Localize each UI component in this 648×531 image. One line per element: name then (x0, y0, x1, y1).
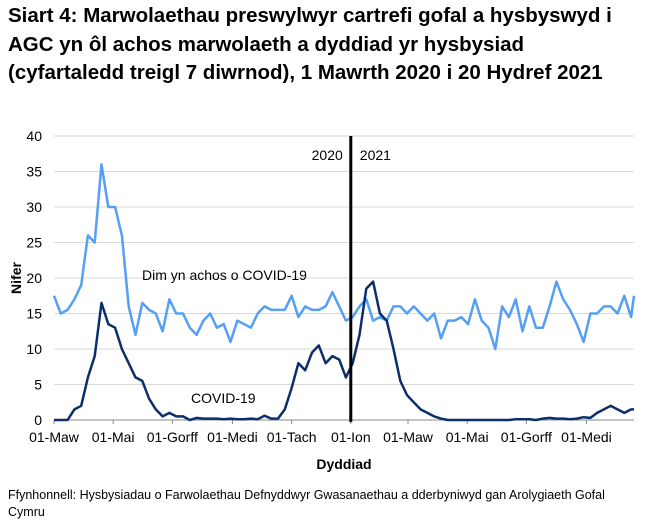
x-tick-label: 01-Medi (561, 429, 612, 445)
x-tick-label: 01-Maw (383, 429, 434, 445)
x-axis-ticks: 01-Maw 01-Mai 01-Gorff 01-Medi 01-Tach 01-Ion… (29, 420, 612, 445)
series-label-covid: COVID-19 (191, 390, 256, 406)
x-tick-label: 01-Gorff (147, 429, 198, 445)
x-tick-label: 01-Medi (207, 429, 258, 445)
series-line-covid (54, 280, 634, 422)
y-tick-label: 15 (26, 306, 42, 322)
chart-title: Siart 4: Marwolaethau preswylwyr cartref… (8, 4, 612, 84)
y-tick-label: 35 (26, 164, 42, 180)
y-axis-ticks: 0 5 10 15 20 25 30 35 40 (26, 128, 42, 428)
y-tick-label: 30 (26, 199, 42, 215)
divider-label-2021: 2021 (360, 147, 391, 163)
x-tick-label: 01-Mai (92, 429, 135, 445)
y-tick-label: 10 (26, 341, 42, 357)
y-tick-label: 0 (34, 412, 42, 428)
x-tick-label: 01-Gorff (501, 429, 552, 445)
divider-label-2020: 2020 (312, 147, 343, 163)
series-line-non-covid (52, 163, 636, 351)
series-lines (52, 163, 636, 422)
series-label-non-covid: Dim yn achos o COVID-19 (142, 267, 307, 283)
y-tick-label: 5 (34, 377, 42, 393)
x-axis-label: Dyddiad (316, 456, 371, 472)
y-tick-label: 20 (26, 270, 42, 286)
x-tick-label: 01-Tach (267, 429, 317, 445)
x-tick-label: 01-Maw (29, 429, 80, 445)
source-note: Ffynhonnell: Hysbysiadau o Farwolaethau … (8, 488, 605, 519)
gridlines (54, 135, 634, 385)
y-axis-label: Nifer (8, 262, 24, 294)
y-tick-label: 25 (26, 235, 42, 251)
x-tick-label: 01-Ion (331, 429, 371, 445)
y-tick-label: 40 (26, 128, 42, 144)
x-tick-label: 01-Mai (446, 429, 489, 445)
